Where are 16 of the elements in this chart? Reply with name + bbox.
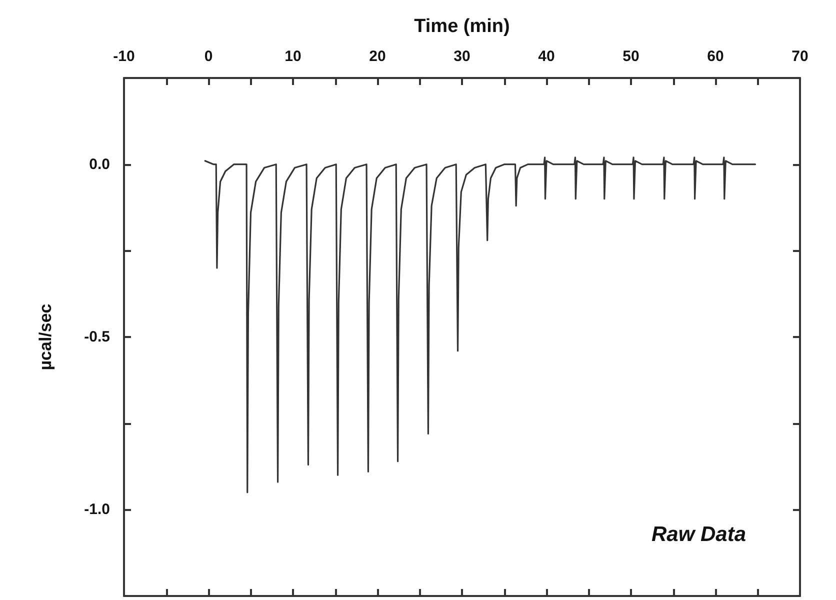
y-tick-label: -1.0	[84, 501, 110, 518]
x-axis-title: Time (min)	[414, 16, 510, 37]
y-tick-label: -0.5	[84, 328, 110, 346]
x-tick-label: 10	[284, 48, 302, 65]
y-axis-title: µcal/sec	[36, 304, 55, 370]
x-tick-label: 60	[707, 48, 724, 65]
y-tick-label: 0.0	[89, 156, 110, 173]
x-tick-label: 30	[454, 48, 470, 65]
x-tick-label: 40	[538, 48, 555, 65]
x-tick-label: 70	[792, 48, 808, 65]
line-series	[204, 156, 756, 494]
x-tick-label: 0	[204, 48, 213, 65]
x-tick-label: 20	[369, 48, 386, 65]
annotation: Raw Data	[651, 523, 746, 546]
x-tick-label: -10	[113, 48, 135, 65]
x-tick-label: 50	[622, 48, 640, 65]
